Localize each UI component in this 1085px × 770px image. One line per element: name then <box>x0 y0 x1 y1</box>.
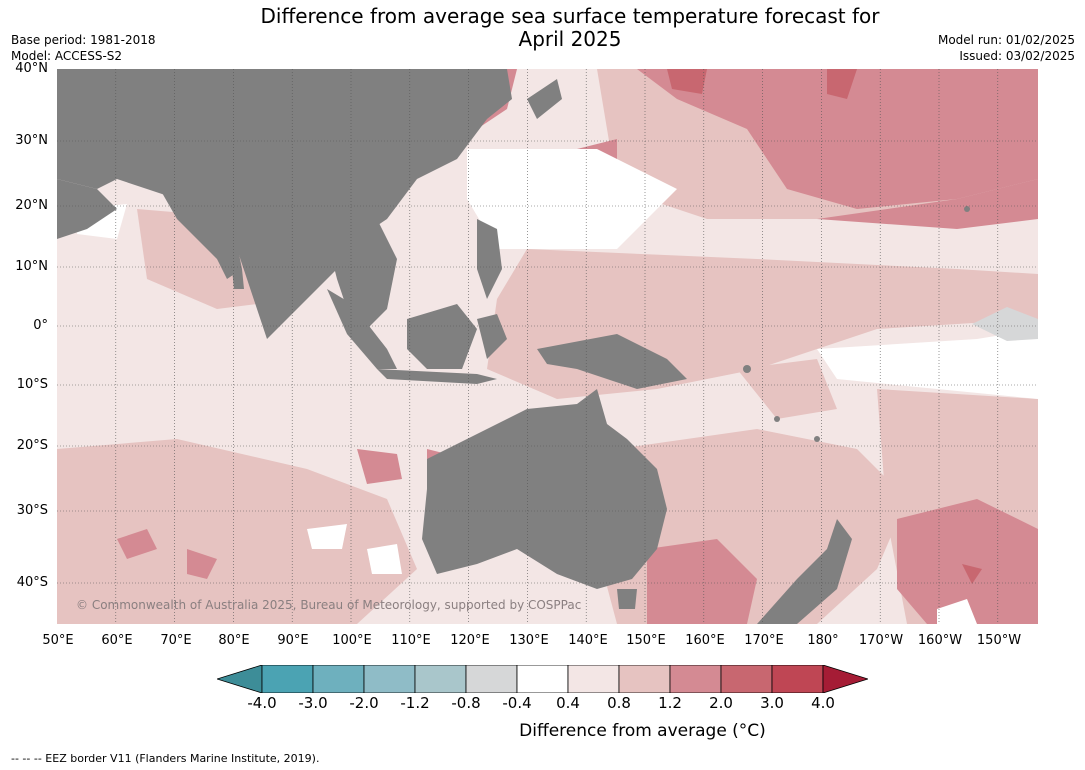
lon-label: 90°E <box>277 633 309 648</box>
landmass <box>57 69 970 624</box>
colorbar-swatch <box>567 665 620 693</box>
colorbar-swatch <box>363 665 416 693</box>
colorbar-swatches <box>217 665 868 693</box>
title-line-1: Difference from average sea surface temp… <box>260 4 880 28</box>
colorbar-tick-label: -0.8 <box>451 694 481 712</box>
lon-label: 120°E <box>450 633 490 648</box>
lon-label: 110°E <box>391 633 431 648</box>
colorbar-tick-label: 4.0 <box>811 694 835 712</box>
lat-label: 10°N <box>15 259 48 274</box>
map-title: Difference from average sea surface temp… <box>0 5 1085 51</box>
title-line-2: April 2025 <box>518 27 622 51</box>
colorbar-tick-label: -4.0 <box>247 694 277 712</box>
anomaly-band-neutral <box>77 149 1038 624</box>
lat-label: 20°N <box>15 198 48 213</box>
model-run: Model run: 01/02/2025 <box>937 33 1075 47</box>
lon-label: 80°E <box>218 633 250 648</box>
lon-label: 160°W <box>917 633 963 648</box>
colorbar-extend-low <box>217 665 263 693</box>
colorbar-swatch <box>414 665 467 693</box>
issued-date: Issued: 03/02/2025 <box>959 49 1075 63</box>
lon-label: 170°E <box>744 633 784 648</box>
lon-label: 130°E <box>509 633 549 648</box>
colorbar-swatch <box>720 665 773 693</box>
model-name: Model: ACCESS-S2 <box>11 49 123 63</box>
lon-label: 160°E <box>685 633 725 648</box>
sst-map-svg <box>57 69 1038 624</box>
base-period: Base period: 1981-2018 <box>11 33 156 47</box>
lon-label: 150°E <box>626 633 666 648</box>
colorbar-swatch <box>312 665 365 693</box>
lon-label: 60°E <box>101 633 133 648</box>
colorbar-tick-label: 2.0 <box>709 694 733 712</box>
colorbar <box>217 665 868 693</box>
lat-label: 40°S <box>16 575 48 590</box>
meta-right: Model run: 01/02/2025 Issued: 03/02/2025 <box>938 32 1075 64</box>
lat-label: 20°S <box>16 438 48 453</box>
anomaly-band-20-30 <box>667 69 982 584</box>
lon-label: 70°E <box>160 633 192 648</box>
colorbar-tick-label: 1.2 <box>658 694 682 712</box>
lon-label: 100°E <box>332 633 372 648</box>
copyright-notice: © Commonwealth of Australia 2025, Bureau… <box>76 598 582 612</box>
sst-map: © Commonwealth of Australia 2025, Bureau… <box>57 69 1038 624</box>
lon-label: 50°E <box>42 633 74 648</box>
colorbar-swatch <box>618 665 671 693</box>
colorbar-tick-label: -3.0 <box>298 694 328 712</box>
meta-left: Base period: 1981-2018 Model: ACCESS-S2 <box>11 32 156 64</box>
graticule <box>57 69 1038 624</box>
lon-label: 140°E <box>568 633 608 648</box>
colorbar-tick-label: 0.8 <box>607 694 631 712</box>
colorbar-tick-label: -2.0 <box>349 694 379 712</box>
cool-anomaly-patch <box>972 307 1038 341</box>
lat-label: 30°S <box>16 503 48 518</box>
colorbar-tick-label: 3.0 <box>760 694 784 712</box>
lat-label: 40°N <box>15 61 48 76</box>
colorbar-tick-label: 0.4 <box>556 694 580 712</box>
lon-label: 170°W <box>858 633 904 648</box>
lat-label: 0° <box>33 318 48 333</box>
lon-label: 150°W <box>976 633 1022 648</box>
colorbar-swatch <box>465 665 518 693</box>
colorbar-swatch <box>771 665 824 693</box>
lat-label: 10°S <box>16 377 48 392</box>
colorbar-swatch <box>669 665 722 693</box>
lon-label: 180° <box>807 633 839 648</box>
colorbar-tick-label: -1.2 <box>400 694 430 712</box>
colorbar-label: Difference from average (°C) <box>519 721 766 741</box>
colorbar-swatch <box>516 665 569 693</box>
colorbar-extend-high <box>822 665 868 693</box>
colorbar-tick-label: -0.4 <box>502 694 532 712</box>
eez-legend-note: -- -- -- EEZ border V11 (Flanders Marine… <box>11 752 320 765</box>
colorbar-swatch <box>261 665 314 693</box>
lat-label: 30°N <box>15 133 48 148</box>
